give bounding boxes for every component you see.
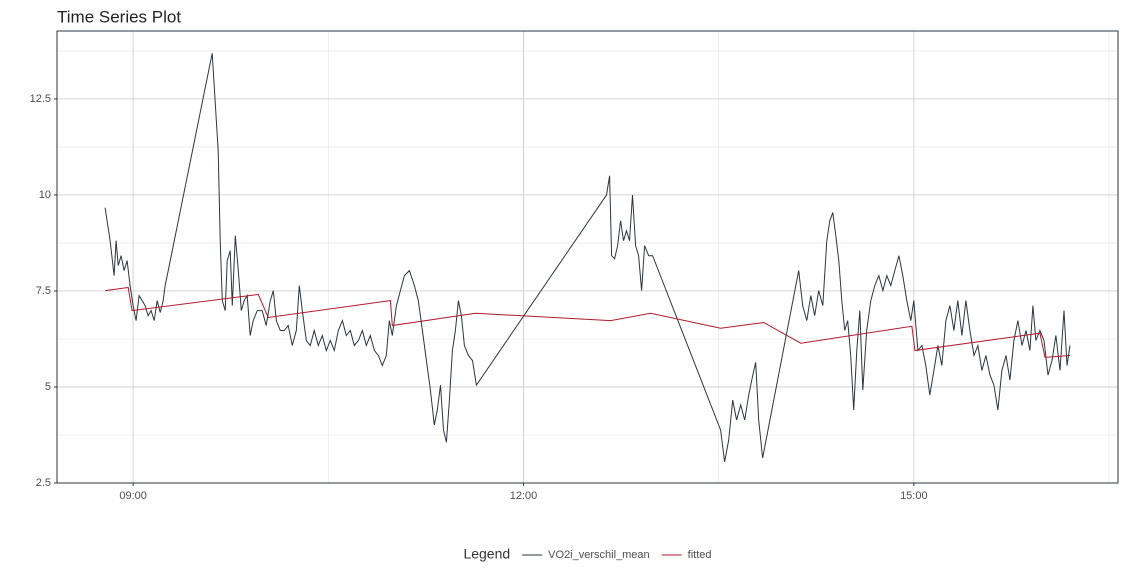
y-tick-label: 12.5: [30, 93, 51, 105]
legend-label: VO2i_verschil_mean: [548, 549, 650, 561]
legend-title: Legend: [463, 546, 510, 562]
x-tick-label: 09:00: [119, 490, 147, 502]
series-line: [105, 286, 1071, 358]
legend-label: fitted: [688, 549, 712, 561]
y-tick-label: 2.5: [36, 477, 51, 489]
panel-border: [56, 30, 1119, 484]
y-tick-label: 10: [39, 189, 51, 201]
x-tick-label: 12:00: [510, 490, 538, 502]
x-tick-label: 15:00: [900, 490, 928, 502]
series-line: [104, 53, 1071, 462]
y-tick-label: 7.5: [36, 285, 51, 297]
y-tick-label: 5: [45, 381, 51, 393]
chart-title: Time Series Plot: [57, 7, 181, 26]
